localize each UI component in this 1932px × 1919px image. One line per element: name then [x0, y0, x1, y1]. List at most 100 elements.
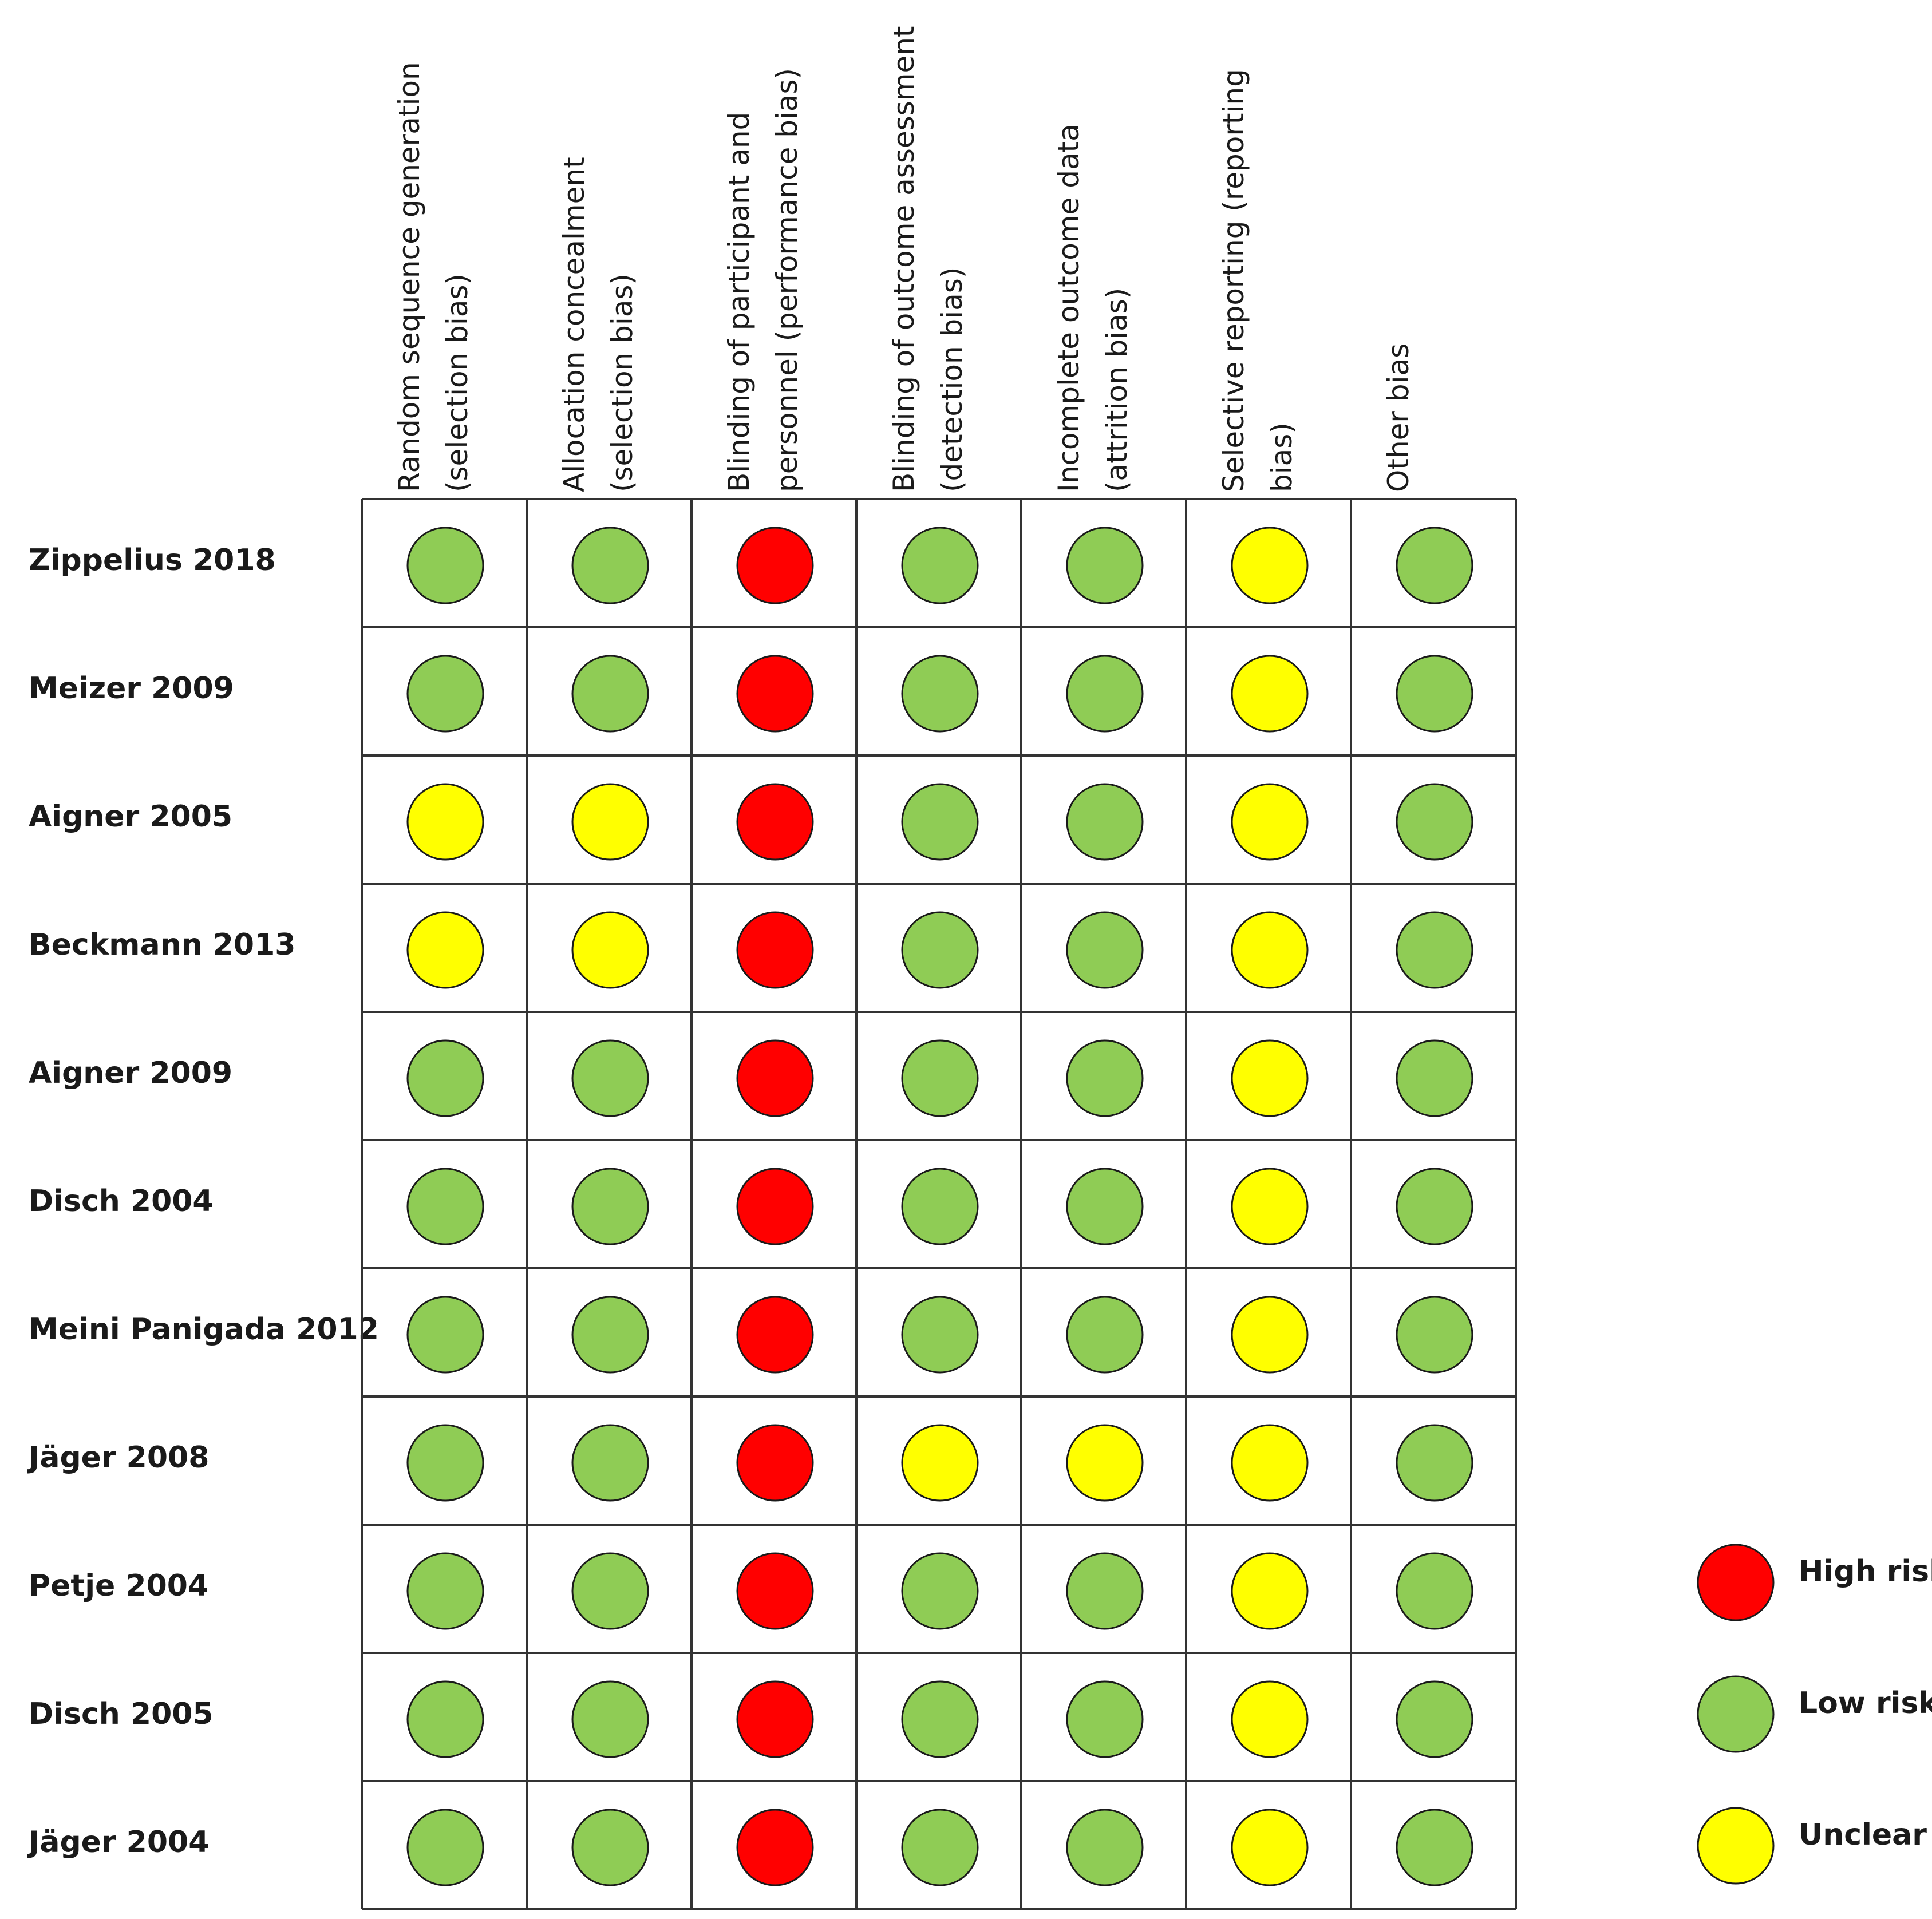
risk-mark-low	[406, 1809, 484, 1886]
risk-mark-high	[736, 527, 814, 604]
legend-swatch-high	[1697, 1544, 1775, 1621]
risk-mark-low	[901, 1039, 979, 1117]
row-label: Meizer 2009	[29, 671, 234, 706]
risk-mark-high	[736, 1552, 814, 1630]
risk-mark-low	[406, 655, 484, 733]
risk-mark-unclear	[901, 1424, 979, 1502]
column-label-6: Selective reporting (reporting bias)	[1217, 69, 1298, 492]
risk-mark-low	[901, 1168, 979, 1245]
legend-label: High risk	[1799, 1554, 1932, 1589]
risk-mark-unclear	[1231, 527, 1309, 604]
risk-mark-unclear	[1231, 1552, 1309, 1630]
risk-marks	[406, 527, 1473, 1886]
column-label-2: Allocation concealment (selection bias)	[558, 157, 639, 492]
risk-mark-unclear	[1231, 1296, 1309, 1374]
row-label: Zippelius 2018	[29, 543, 276, 577]
column-label-line: (attrition bias)	[1100, 288, 1133, 492]
risk-mark-unclear	[571, 783, 649, 861]
risk-mark-unclear	[406, 783, 484, 861]
risk-mark-low	[1066, 1552, 1144, 1630]
risk-mark-unclear	[1231, 1680, 1309, 1758]
column-label-line: Blinding of participant and	[722, 112, 756, 492]
risk-mark-low	[571, 1680, 649, 1758]
risk-mark-unclear	[1231, 1424, 1309, 1502]
row-label: Meini Panigada 2012	[29, 1312, 379, 1347]
column-label-line: bias)	[1265, 422, 1298, 492]
risk-mark-low	[1396, 911, 1473, 989]
risk-mark-low	[1396, 655, 1473, 733]
row-label: Jäger 2004	[27, 1825, 209, 1859]
column-label-line: Blinding of outcome assessment	[887, 26, 920, 492]
column-labels: Random sequence generation (selection bia…	[393, 26, 1415, 492]
risk-mark-low	[1066, 527, 1144, 604]
risk-mark-low	[406, 1168, 484, 1245]
risk-mark-low	[1396, 1424, 1473, 1502]
risk-mark-low	[406, 1296, 484, 1374]
table-grid	[361, 498, 1517, 1910]
risk-mark-low	[1396, 1039, 1473, 1117]
column-label-line: (detection bias)	[935, 267, 969, 492]
row-label: Disch 2005	[29, 1697, 214, 1731]
risk-mark-low	[901, 1296, 979, 1374]
risk-mark-low	[1396, 1809, 1473, 1886]
risk-mark-low	[1396, 1680, 1473, 1758]
risk-mark-unclear	[406, 911, 484, 989]
risk-mark-low	[901, 655, 979, 733]
risk-mark-low	[571, 1168, 649, 1245]
risk-mark-low	[1066, 1296, 1144, 1374]
risk-mark-low	[901, 527, 979, 604]
risk-mark-low	[1066, 911, 1144, 989]
column-label-line: Selective reporting (reporting	[1217, 69, 1250, 492]
risk-mark-low	[901, 1809, 979, 1886]
risk-mark-unclear	[571, 911, 649, 989]
row-label: Beckmann 2013	[29, 928, 295, 962]
row-labels: Zippelius 2018 Meizer 2009 Aigner 2005 Beck…	[27, 543, 379, 1859]
risk-mark-unclear	[1231, 1809, 1309, 1886]
risk-mark-low	[406, 1424, 484, 1502]
risk-mark-low	[901, 1680, 979, 1758]
risk-mark-low	[406, 527, 484, 604]
risk-mark-low	[571, 655, 649, 733]
risk-mark-low	[901, 911, 979, 989]
risk-mark-low	[1066, 1168, 1144, 1245]
risk-mark-low	[571, 527, 649, 604]
risk-mark-high	[736, 1039, 814, 1117]
risk-mark-high	[736, 1168, 814, 1245]
risk-mark-low	[1396, 1296, 1473, 1374]
risk-mark-low	[1066, 783, 1144, 861]
risk-mark-unclear	[1231, 655, 1309, 733]
column-label-line: personnel (performance bias)	[771, 68, 804, 492]
risk-mark-high	[736, 1809, 814, 1886]
row-label: Disch 2004	[29, 1184, 214, 1218]
risk-mark-low	[1396, 783, 1473, 861]
risk-mark-low	[571, 1424, 649, 1502]
legend: High risk Low risk Unclear	[1697, 1544, 1932, 1885]
column-label-line: Other bias	[1382, 343, 1415, 492]
risk-mark-low	[406, 1680, 484, 1758]
risk-mark-high	[736, 911, 814, 989]
risk-mark-low	[1066, 655, 1144, 733]
risk-mark-low	[901, 1552, 979, 1630]
legend-item-low: Low risk	[1697, 1675, 1932, 1753]
legend-swatch-unclear	[1697, 1807, 1775, 1885]
column-label-line: Allocation concealment	[558, 157, 591, 492]
legend-item-unclear: Unclear	[1697, 1807, 1927, 1885]
risk-mark-low	[1066, 1809, 1144, 1886]
column-label-line: Random sequence generation	[393, 62, 426, 492]
row-label: Aigner 2005	[29, 800, 232, 834]
column-label-5: Incomplete outcome data (attrition bias)	[1052, 124, 1133, 492]
risk-mark-low	[571, 1809, 649, 1886]
risk-mark-low	[571, 1039, 649, 1117]
risk-mark-low	[1396, 1168, 1473, 1245]
legend-item-high: High risk	[1697, 1544, 1932, 1621]
risk-mark-unclear	[1231, 911, 1309, 989]
row-label: Jäger 2008	[27, 1441, 209, 1475]
column-label-3: Blinding of participant and personnel (pe…	[722, 68, 804, 492]
risk-mark-low	[1066, 1680, 1144, 1758]
risk-mark-unclear	[1231, 1168, 1309, 1245]
legend-label: Unclear	[1799, 1818, 1927, 1852]
risk-mark-low	[901, 783, 979, 861]
column-label-line: Incomplete outcome data	[1052, 124, 1085, 492]
risk-mark-high	[736, 655, 814, 733]
